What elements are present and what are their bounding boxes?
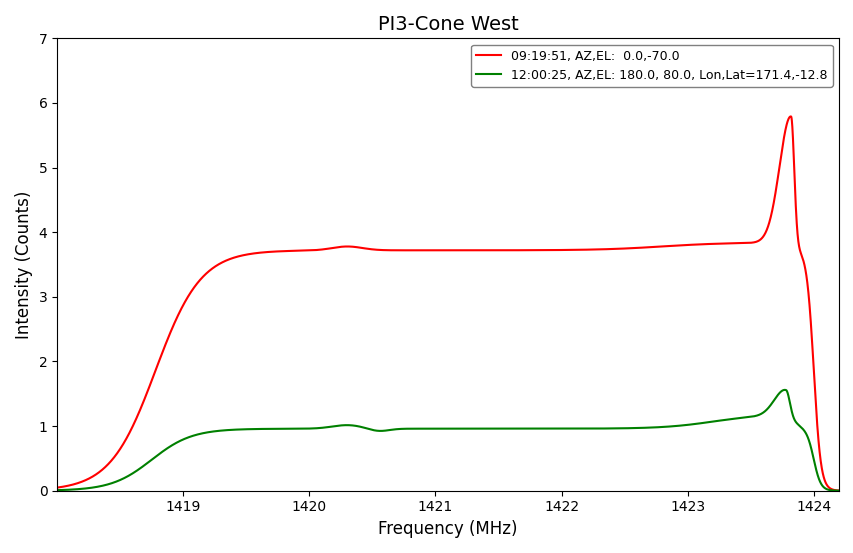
12:00:25, AZ,EL: 180.0, 80.0, Lon,Lat=171.4,-12.8: (1.42e+03, 0.974): 180.0, 80.0, Lon,Lat=171.4,-12.8: (1.42e… (640, 425, 650, 431)
12:00:25, AZ,EL: 180.0, 80.0, Lon,Lat=171.4,-12.8: (1.42e+03, 0.997): 180.0, 80.0, Lon,Lat=171.4,-12.8: (1.42e… (353, 423, 363, 430)
12:00:25, AZ,EL: 180.0, 80.0, Lon,Lat=171.4,-12.8: (1.42e+03, 0.00876): 180.0, 80.0, Lon,Lat=171.4,-12.8: (1.42e… (52, 487, 62, 493)
12:00:25, AZ,EL: 180.0, 80.0, Lon,Lat=171.4,-12.8: (1.42e+03, 0.961): 180.0, 80.0, Lon,Lat=171.4,-12.8: (1.42e… (564, 425, 574, 432)
09:19:51, AZ,EL:  0.0,-70.0: (1.42e+03, 3.27): 0.0,-70.0: (1.42e+03, 3.27) (195, 276, 206, 283)
12:00:25, AZ,EL: 180.0, 80.0, Lon,Lat=171.4,-12.8: (1.42e+03, 0.96): 180.0, 80.0, Lon,Lat=171.4,-12.8: (1.42e… (524, 425, 534, 432)
09:19:51, AZ,EL:  0.0,-70.0: (1.42e+03, 5.79): 0.0,-70.0: (1.42e+03, 5.79) (785, 113, 795, 120)
Title: PI3-Cone West: PI3-Cone West (377, 15, 518, 34)
12:00:25, AZ,EL: 180.0, 80.0, Lon,Lat=171.4,-12.8: (1.42e+03, 1.05): 180.0, 80.0, Lon,Lat=171.4,-12.8: (1.42e… (699, 419, 710, 426)
12:00:25, AZ,EL: 180.0, 80.0, Lon,Lat=171.4,-12.8: (1.42e+03, 0.000137): 180.0, 80.0, Lon,Lat=171.4,-12.8: (1.42e… (839, 487, 850, 494)
Line: 12:00:25, AZ,EL: 180.0, 80.0, Lon,Lat=171.4,-12.8: 12:00:25, AZ,EL: 180.0, 80.0, Lon,Lat=17… (57, 390, 844, 491)
Line: 09:19:51, AZ,EL:  0.0,-70.0: 09:19:51, AZ,EL: 0.0,-70.0 (57, 117, 844, 491)
09:19:51, AZ,EL:  0.0,-70.0: (1.42e+03, 3.76): 0.0,-70.0: (1.42e+03, 3.76) (640, 244, 650, 251)
X-axis label: Frequency (MHz): Frequency (MHz) (378, 520, 517, 538)
Y-axis label: Intensity (Counts): Intensity (Counts) (15, 190, 33, 339)
09:19:51, AZ,EL:  0.0,-70.0: (1.42e+03, 0.000533): 0.0,-70.0: (1.42e+03, 0.000533) (839, 487, 850, 494)
Legend: 09:19:51, AZ,EL:  0.0,-70.0, 12:00:25, AZ,EL: 180.0, 80.0, Lon,Lat=171.4,-12.8: 09:19:51, AZ,EL: 0.0,-70.0, 12:00:25, AZ… (471, 45, 832, 87)
09:19:51, AZ,EL:  0.0,-70.0: (1.42e+03, 3.72): 0.0,-70.0: (1.42e+03, 3.72) (524, 247, 534, 253)
09:19:51, AZ,EL:  0.0,-70.0: (1.42e+03, 3.82): 0.0,-70.0: (1.42e+03, 3.82) (699, 241, 710, 247)
12:00:25, AZ,EL: 180.0, 80.0, Lon,Lat=171.4,-12.8: (1.42e+03, 1.56): 180.0, 80.0, Lon,Lat=171.4,-12.8: (1.42e… (779, 387, 789, 393)
09:19:51, AZ,EL:  0.0,-70.0: (1.42e+03, 0.0482): 0.0,-70.0: (1.42e+03, 0.0482) (52, 484, 62, 491)
09:19:51, AZ,EL:  0.0,-70.0: (1.42e+03, 3.77): 0.0,-70.0: (1.42e+03, 3.77) (353, 244, 363, 251)
09:19:51, AZ,EL:  0.0,-70.0: (1.42e+03, 3.73): 0.0,-70.0: (1.42e+03, 3.73) (564, 247, 574, 253)
12:00:25, AZ,EL: 180.0, 80.0, Lon,Lat=171.4,-12.8: (1.42e+03, 0.881): 180.0, 80.0, Lon,Lat=171.4,-12.8: (1.42e… (195, 430, 206, 437)
